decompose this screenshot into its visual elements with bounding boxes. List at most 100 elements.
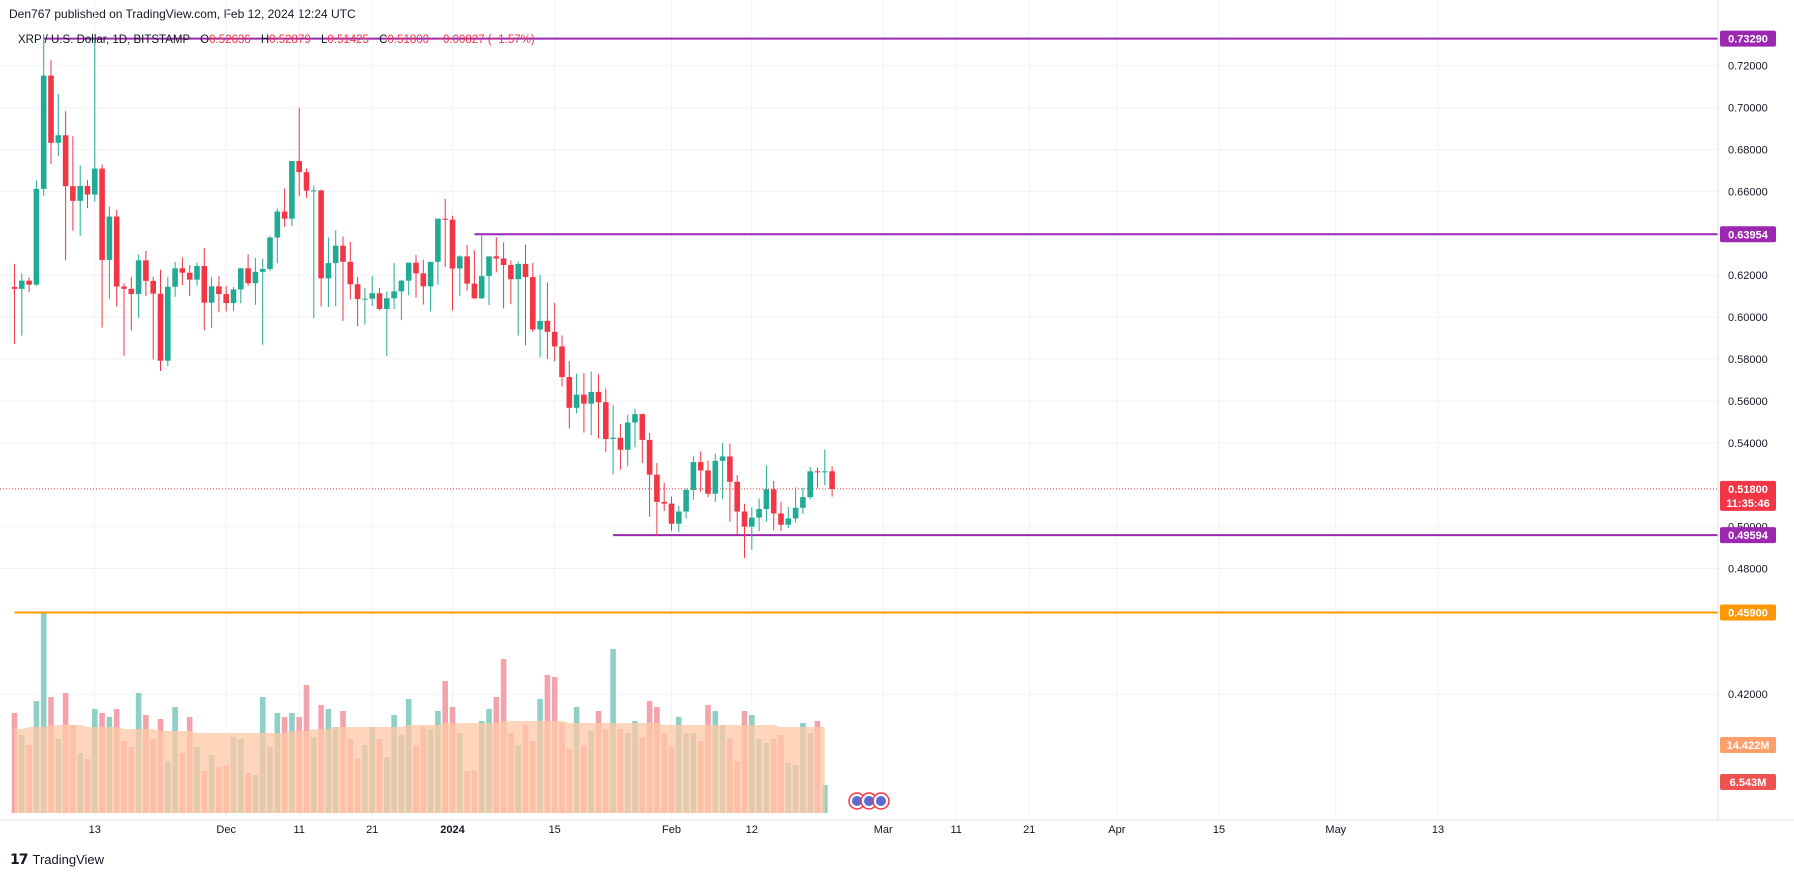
candle [712,453,719,503]
candle-body [113,216,120,287]
candle [40,34,47,196]
candle [413,254,419,298]
candle [347,241,354,300]
candle [172,261,178,297]
footer-brand[interactable]: 𝟭𝟳 TradingView [10,851,104,868]
candle [369,276,375,307]
candle [325,237,332,308]
time-axis[interactable]: 13 Dec 11 21 2024 15 Feb 12 Mar 11 21 Apr 15 May 13 [89,824,1444,836]
candle [632,408,638,448]
event-flag [852,796,862,806]
candle [150,276,156,360]
candle-body [384,298,390,309]
candle-body [121,286,127,289]
candle-body [697,462,704,471]
candle [19,273,25,336]
candle-body [216,286,222,295]
candle-body [354,284,361,300]
event-flag [864,796,874,806]
x-tick-label: 21 [366,824,378,836]
candle-body [172,268,178,287]
change-value: −0.00827 (−1.57%) [436,34,535,46]
candle-body [478,276,485,299]
candle-body [325,263,332,279]
candle [770,480,777,531]
event-flag-icon [848,792,866,810]
candle [216,276,222,313]
candle-body [800,497,806,508]
candle [449,215,456,311]
candle-body [201,266,208,303]
candle-body [405,262,412,281]
candle [792,487,799,523]
candle-body [11,286,18,289]
candle-body [785,518,792,525]
candle [690,456,697,500]
tag-upper-level-bg [1720,226,1776,243]
candle [384,291,390,356]
candle-body [515,263,521,280]
candle [33,180,40,286]
candle [624,414,631,467]
candle [668,496,675,531]
tag-current-price-bg [1720,480,1776,511]
candle-body [369,293,375,299]
candle [62,111,69,261]
candle-body [763,489,770,510]
candle-body [632,414,638,423]
tag-lower-level: 0.49594 [1728,530,1769,542]
candle [332,230,339,307]
candle [763,465,770,522]
candle-body [252,271,259,284]
candle-body [807,471,813,498]
symbol-title[interactable]: XRP / U.S. Dollar, 1D, BITSTAMP [18,34,190,46]
candle-body [727,456,733,482]
candle [391,263,397,309]
candle-body [157,293,164,361]
candle-body [493,256,500,259]
candle-body [610,437,616,440]
candle [362,287,368,325]
candle [676,505,682,533]
candle-body [581,394,587,404]
tag-lower-level-bg [1720,527,1776,544]
candle-body [274,211,281,238]
candle [457,255,463,296]
candle [486,256,492,305]
candle [829,466,835,497]
candle [230,287,237,311]
candle-body [588,391,594,404]
candle [551,302,558,362]
candle-body [267,237,273,269]
candle-body [792,507,799,519]
candle-body [70,186,76,201]
event-flag-icon [860,792,878,810]
x-tick-label: Apr [1108,824,1125,836]
economic-events-markers[interactable] [848,792,890,810]
low-label: L [320,34,328,46]
candle-body [179,268,186,273]
candle [661,482,667,511]
candle-body [537,320,543,330]
candle [179,257,186,286]
candle [318,189,324,307]
horizontal-levels[interactable] [14,37,1719,614]
candle-body [522,263,529,278]
candle [84,180,91,209]
candle-body [457,256,463,269]
candle [354,276,361,327]
x-tick-label: Dec [216,824,236,836]
candle [303,168,310,198]
candle [646,432,653,517]
candle [252,258,259,305]
candle [208,277,215,329]
candlestick-series[interactable] [11,34,835,558]
candle [398,279,405,321]
candle [245,254,251,286]
candle [478,235,485,299]
volume-ma-area [14,721,825,813]
low-value: 0.51425 [327,34,369,46]
candle-body [624,422,631,450]
candle [405,262,412,296]
